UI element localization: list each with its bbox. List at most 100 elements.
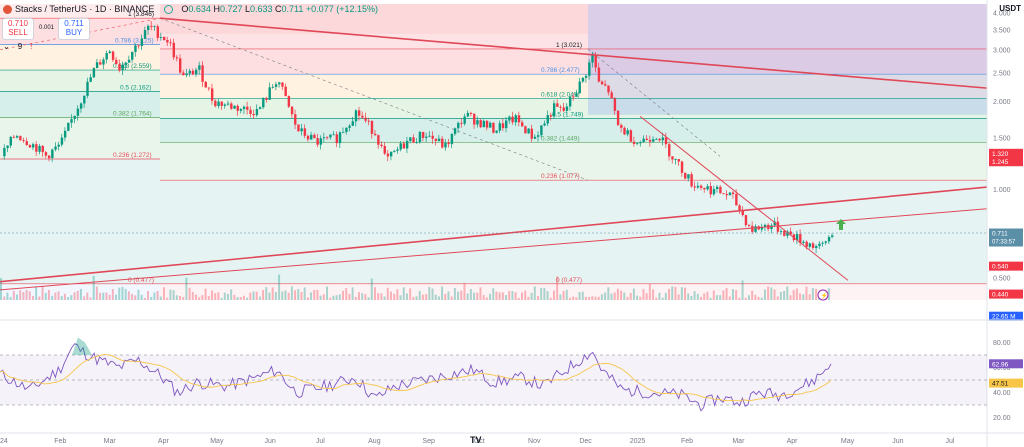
volume-bar [655,297,658,300]
volume-bar [578,292,581,300]
sell-button[interactable]: 0.710 SELL [2,18,34,40]
time-tick-label: Feb [54,438,66,445]
candle [824,241,828,243]
volume-bar [677,294,680,300]
rsi-line [0,343,832,412]
candle [540,125,543,136]
volume-bar [776,296,779,300]
volume-bar [178,295,181,300]
symbol-title[interactable]: Stacks / TetherUS · 1D · BINANCE [15,4,155,14]
trendline-descending-major[interactable] [159,17,988,89]
fib-label-left: 0.5 (2.162) [120,84,151,91]
volume-bar [134,295,137,300]
volume-bar [444,293,447,300]
volume-bar [460,290,463,300]
price-badge [989,157,1023,167]
volume-bar [600,294,603,300]
price-badge [989,148,1023,158]
volume-bar [185,277,188,300]
volume-bar [808,294,811,300]
candle [623,127,626,135]
candle [22,140,25,142]
volume-bar [754,294,757,300]
volume-bar [418,290,421,300]
candle [728,192,732,196]
candle [811,243,815,248]
candle [677,159,681,162]
candle [367,120,370,122]
time-tick-label: Feb [681,438,693,445]
trendline-ascending-support[interactable] [0,186,988,283]
candle [511,116,514,123]
candle [239,109,243,111]
candle [431,135,434,139]
volume-bar [86,292,89,300]
chevron-down-icon[interactable]: ⌄ [3,42,10,51]
buy-button[interactable]: 0.711 BUY [58,18,90,40]
candle [86,81,89,96]
candle [102,59,105,65]
candle [409,137,412,141]
volume-bar [805,286,808,300]
candle [648,139,652,142]
volume-bar [524,290,527,300]
candle [111,51,115,60]
volume-bar [652,289,655,300]
volume-bar [143,297,146,300]
candle [530,128,533,139]
candle [779,231,783,232]
candle [805,241,808,247]
candle [578,81,581,94]
volume-bar [450,296,453,300]
eye-icon[interactable] [164,4,174,14]
volume-bar [131,294,134,300]
candle [12,136,16,138]
trendline-ascending-lower[interactable] [0,208,988,291]
candle [63,130,67,138]
volume-bar [294,290,297,300]
volume-bar [0,278,2,300]
candle [763,224,767,228]
fib-label-left: 0.786 (3.125) [115,38,154,45]
volume-bar [35,286,38,300]
candle [249,109,252,115]
fib-label-left: 1 (3.846) [128,11,154,18]
volume-bar [214,293,217,300]
candle [131,51,134,60]
candle [393,150,396,152]
candle [9,136,12,146]
volume-bar [230,289,233,300]
lightning-icon[interactable] [817,289,829,301]
price-badge-label: 1.320 [992,151,1009,158]
candle [760,227,764,230]
time-tick-label: Jun [265,438,276,445]
volume-bar [370,278,373,300]
candle [15,136,19,138]
currency-label[interactable]: USDT [999,4,1021,13]
indicator-toggle[interactable]: ⌄ 9 ! [3,42,32,51]
volume-bar [511,290,514,300]
trendline-descending-minor[interactable] [639,115,849,281]
candle [680,161,684,173]
candle [57,144,60,147]
volume-bar [41,286,44,300]
candle [236,105,239,111]
candle [453,128,457,134]
candle [591,54,594,63]
candle [642,138,645,143]
candle [210,88,214,101]
candle [306,135,310,140]
candle [230,103,233,109]
candle [700,185,703,188]
volume-bar [393,293,396,300]
fib-label-left: 0.236 (1.272) [113,152,152,159]
time-tick-label: Aug [368,438,381,445]
candle [287,96,291,107]
candle [588,62,591,76]
volume-bar [306,297,309,300]
volume-bar [473,292,476,300]
visibility-icon[interactable]: ! [30,42,33,51]
volume-bar [217,292,220,300]
candle [281,82,284,87]
